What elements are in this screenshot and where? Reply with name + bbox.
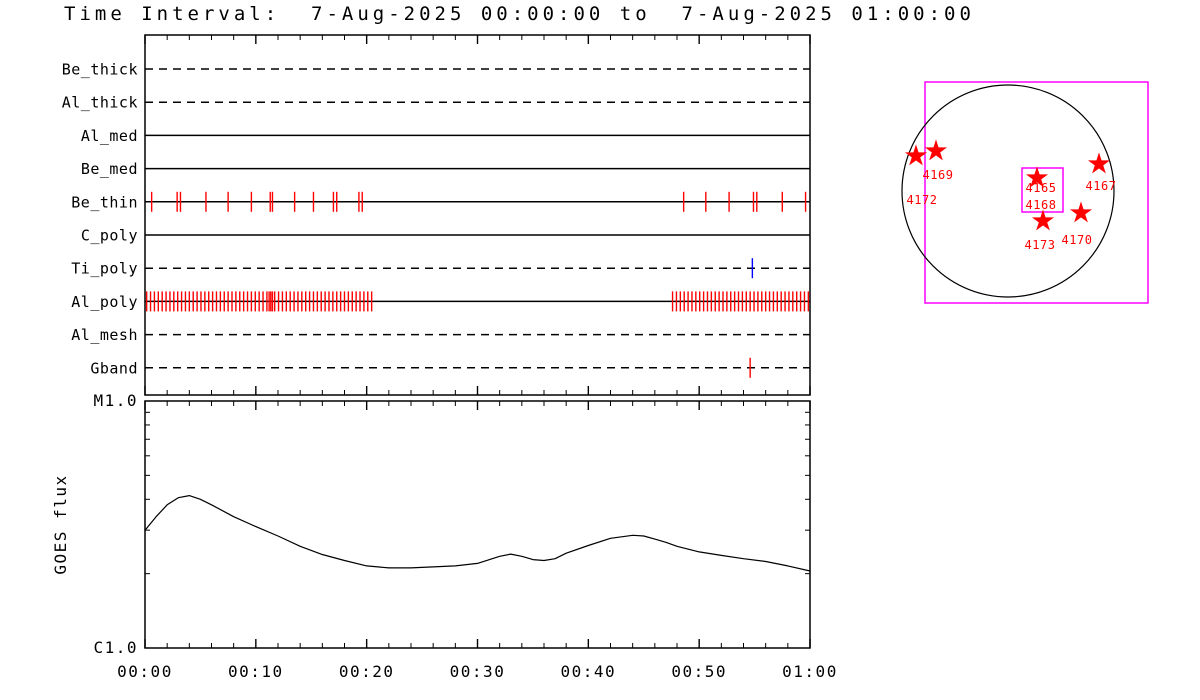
active-region-label: 4172	[907, 193, 938, 207]
goes-axis-title: GOES flux	[51, 474, 70, 574]
goes-panel-border	[144, 400, 811, 649]
xrt-fov-box	[924, 81, 1149, 304]
active-region-label: 4165	[1026, 181, 1057, 195]
active-region-label: 4167	[1086, 179, 1117, 193]
active-region-star	[904, 144, 928, 166]
time-axis-label: 01:00	[782, 662, 838, 681]
active-region-label: 4173	[1025, 238, 1056, 252]
filter-row-label: C_poly	[81, 227, 138, 245]
time-axis-label: 00:00	[117, 662, 173, 681]
active-region-star	[1025, 166, 1049, 188]
active-region-star	[1031, 209, 1055, 231]
time-axis-label: 00:40	[560, 662, 616, 681]
active-region-star	[1069, 201, 1093, 223]
filter-row-label: Be_med	[81, 160, 138, 178]
time-axis-label: 00:30	[450, 662, 506, 681]
filter-row-label: Al_poly	[71, 293, 138, 311]
filter-panel-border	[144, 34, 811, 396]
solar-limb-circle	[901, 84, 1115, 298]
time-axis-label: 00:20	[339, 662, 395, 681]
plot-title: Time Interval: 7-Aug-2025 00:00:00 to 7-…	[64, 3, 975, 25]
filter-row-label: Al_thick	[62, 94, 138, 112]
active-region-label: 4169	[923, 168, 954, 182]
active-region-label: 4168	[1026, 198, 1057, 212]
filter-row-label: Be_thick	[62, 61, 138, 79]
filter-row-label: Ti_poly	[71, 260, 138, 278]
filter-row-label: Al_mesh	[71, 326, 138, 344]
goes-ytick-label: C1.0	[93, 638, 138, 657]
time-axis-label: 00:50	[671, 662, 727, 681]
active-region-star	[924, 139, 948, 161]
time-axis-label: 00:10	[228, 662, 284, 681]
filter-row-label: Al_med	[81, 127, 138, 145]
active-region-label: 4170	[1062, 233, 1093, 247]
active-region-star	[1087, 152, 1111, 174]
filter-row-label: Gband	[90, 359, 138, 377]
goes-ytick-label: M1.0	[93, 391, 138, 410]
filter-row-label: Be_thin	[71, 193, 138, 211]
goes-flux-curve	[144, 495, 811, 572]
